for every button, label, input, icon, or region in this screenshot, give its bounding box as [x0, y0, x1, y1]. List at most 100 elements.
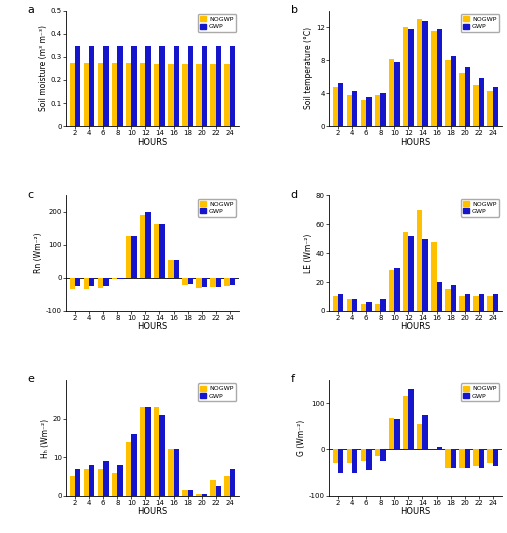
Bar — [403, 397, 408, 449]
Bar — [196, 494, 202, 496]
Bar — [380, 300, 386, 311]
Text: d: d — [291, 190, 298, 200]
Bar — [394, 419, 400, 449]
Bar — [366, 302, 372, 311]
X-axis label: HOURS: HOURS — [401, 138, 430, 147]
Bar — [160, 415, 165, 496]
X-axis label: HOURS: HOURS — [137, 507, 167, 516]
Bar — [210, 480, 215, 496]
Bar — [333, 296, 338, 311]
Bar — [146, 46, 151, 126]
Bar — [202, 278, 207, 287]
Y-axis label: Rn (Wm⁻²): Rn (Wm⁻²) — [34, 233, 43, 273]
Bar — [131, 434, 137, 496]
Bar — [182, 64, 188, 126]
Bar — [389, 418, 394, 449]
Bar — [422, 415, 428, 449]
Bar — [417, 424, 422, 449]
Bar — [230, 469, 235, 496]
Bar — [394, 62, 400, 126]
Bar — [459, 72, 464, 126]
Bar — [479, 78, 484, 126]
Y-axis label: Hₕ (Wm⁻²): Hₕ (Wm⁻²) — [41, 418, 50, 457]
Bar — [417, 19, 422, 126]
Bar — [188, 46, 193, 126]
Bar — [196, 278, 202, 288]
X-axis label: HOURS: HOURS — [401, 507, 430, 516]
Bar — [230, 278, 235, 285]
Bar — [352, 300, 357, 311]
Bar — [215, 278, 221, 287]
Bar — [98, 63, 103, 126]
Text: e: e — [28, 374, 34, 384]
Bar — [366, 98, 372, 126]
Text: c: c — [28, 190, 34, 200]
Bar — [451, 449, 456, 468]
Bar — [487, 92, 493, 126]
Bar — [103, 461, 108, 496]
Bar — [117, 46, 123, 126]
Bar — [173, 260, 179, 278]
Bar — [464, 294, 470, 311]
Bar — [338, 294, 343, 311]
Bar — [389, 59, 394, 126]
Legend: NOGWP, GWP: NOGWP, GWP — [461, 199, 499, 216]
Bar — [117, 278, 123, 279]
Bar — [154, 407, 160, 496]
Bar — [112, 278, 117, 279]
Bar — [417, 210, 422, 311]
Bar — [210, 64, 215, 126]
Bar — [474, 296, 479, 311]
Bar — [69, 63, 75, 126]
X-axis label: HOURS: HOURS — [401, 322, 430, 332]
Bar — [188, 490, 193, 496]
Bar — [333, 86, 338, 126]
Bar — [361, 449, 366, 461]
Bar — [225, 278, 230, 286]
Bar — [338, 449, 343, 473]
Bar — [126, 236, 131, 278]
Bar — [493, 449, 498, 466]
Bar — [182, 490, 188, 496]
Legend: NOGWP, GWP: NOGWP, GWP — [461, 14, 499, 32]
Bar — [389, 270, 394, 311]
Legend: NOGWP, GWP: NOGWP, GWP — [198, 383, 236, 401]
Bar — [188, 278, 193, 284]
Bar — [154, 224, 160, 278]
Bar — [375, 304, 380, 311]
Bar — [84, 63, 89, 126]
Bar — [380, 93, 386, 126]
Legend: NOGWP, GWP: NOGWP, GWP — [198, 199, 236, 216]
Bar — [431, 241, 437, 311]
Legend: NOGWP, GWP: NOGWP, GWP — [461, 383, 499, 401]
Bar — [333, 449, 338, 463]
Bar — [84, 469, 89, 496]
Bar — [445, 449, 451, 468]
Bar — [445, 289, 451, 311]
Bar — [347, 95, 352, 126]
Bar — [98, 278, 103, 288]
Bar — [437, 29, 442, 126]
Text: b: b — [291, 5, 298, 15]
Bar — [380, 449, 386, 461]
Bar — [75, 469, 81, 496]
Bar — [160, 224, 165, 278]
Y-axis label: LE (Wm⁻²): LE (Wm⁻²) — [304, 233, 313, 273]
Bar — [225, 477, 230, 496]
Bar — [154, 64, 160, 126]
Text: a: a — [28, 5, 34, 15]
Bar — [408, 236, 414, 311]
Bar — [117, 465, 123, 496]
Bar — [140, 63, 146, 126]
Bar — [230, 46, 235, 126]
Bar — [479, 294, 484, 311]
Bar — [210, 278, 215, 287]
Bar — [352, 449, 357, 473]
Bar — [474, 85, 479, 126]
Bar — [408, 390, 414, 449]
Bar — [168, 64, 173, 126]
Bar — [361, 304, 366, 311]
Y-axis label: Soil temperature (°C): Soil temperature (°C) — [304, 27, 313, 109]
Text: f: f — [291, 374, 295, 384]
Bar — [69, 278, 75, 289]
